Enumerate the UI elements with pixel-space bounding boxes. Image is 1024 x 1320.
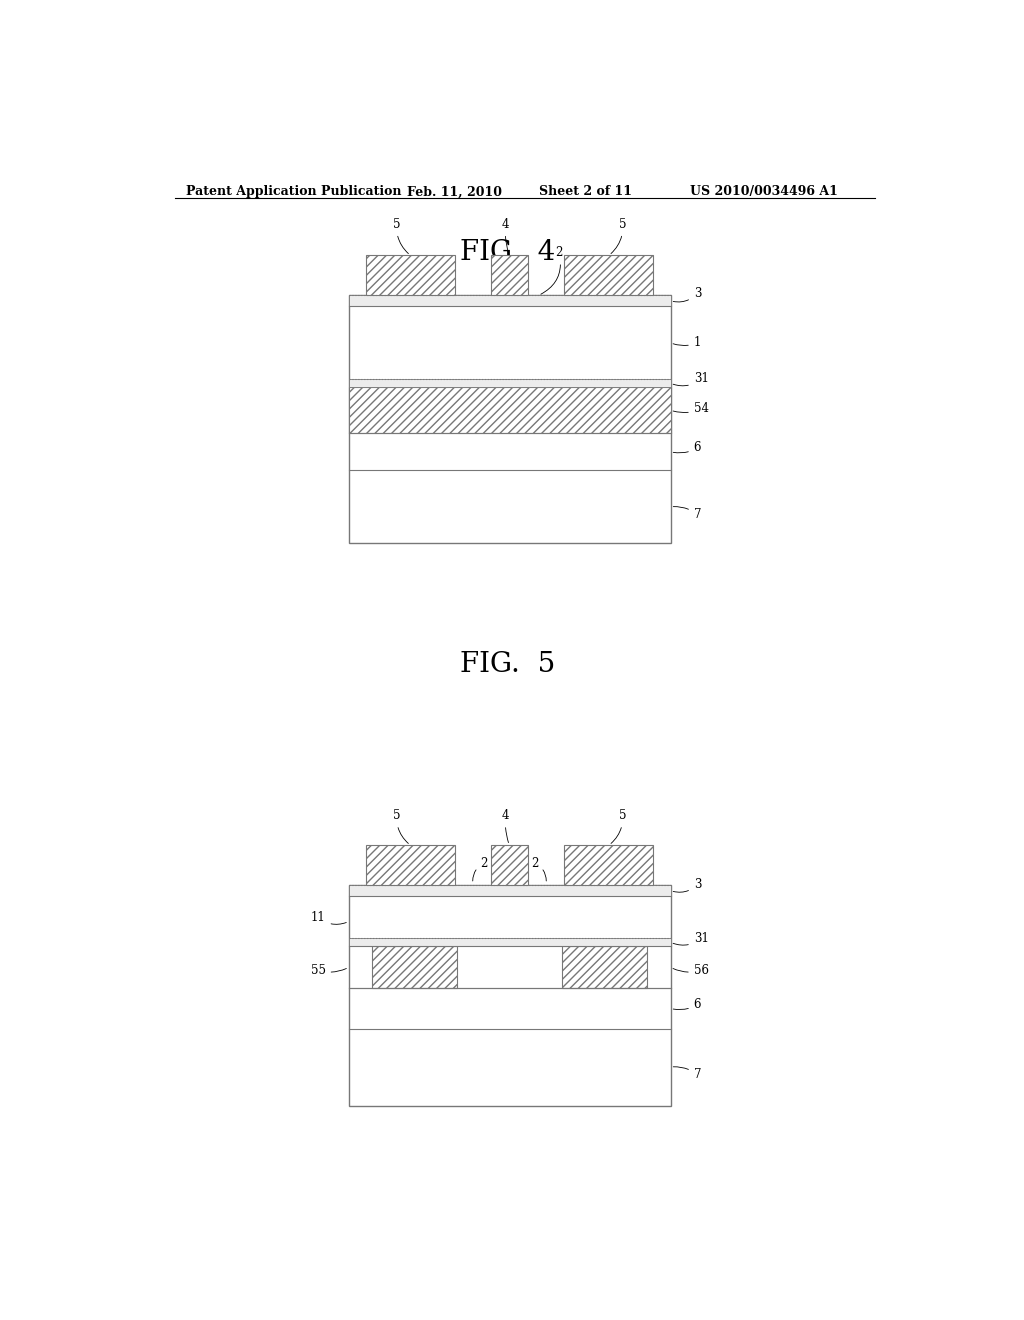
- Text: 5: 5: [393, 809, 409, 843]
- Text: FIG.  5: FIG. 5: [460, 651, 555, 678]
- Text: 7: 7: [673, 1067, 701, 1081]
- Text: 31: 31: [673, 932, 709, 945]
- Text: 2: 2: [541, 247, 563, 294]
- Text: 5: 5: [393, 218, 409, 253]
- Bar: [490, 845, 528, 886]
- Bar: [564, 845, 653, 886]
- Bar: [490, 256, 528, 296]
- Text: 7: 7: [673, 507, 701, 521]
- Bar: [366, 845, 455, 886]
- Bar: [564, 256, 653, 296]
- Text: 56: 56: [673, 964, 709, 977]
- Bar: [366, 256, 455, 296]
- Bar: [562, 946, 647, 989]
- Bar: [349, 886, 671, 896]
- Text: Feb. 11, 2010: Feb. 11, 2010: [407, 185, 502, 198]
- Bar: [372, 946, 458, 989]
- Text: 6: 6: [673, 998, 701, 1011]
- Bar: [349, 387, 671, 433]
- Text: 31: 31: [673, 372, 709, 385]
- Text: 2: 2: [473, 857, 488, 880]
- Text: Sheet 2 of 11: Sheet 2 of 11: [539, 185, 632, 198]
- Text: 5: 5: [611, 218, 627, 253]
- Bar: [349, 296, 671, 544]
- Text: FIG.  4: FIG. 4: [460, 239, 555, 267]
- Text: 3: 3: [673, 286, 701, 302]
- Text: 1: 1: [673, 337, 701, 350]
- Text: 55: 55: [310, 964, 346, 977]
- Bar: [349, 296, 671, 306]
- Text: 5: 5: [611, 809, 627, 843]
- Text: 4: 4: [502, 218, 509, 252]
- Bar: [349, 379, 671, 387]
- Text: 4: 4: [502, 809, 509, 842]
- Text: 6: 6: [673, 441, 701, 454]
- Text: Patent Application Publication: Patent Application Publication: [186, 185, 401, 198]
- Text: 54: 54: [673, 403, 709, 416]
- Bar: [349, 886, 671, 1106]
- Bar: [349, 939, 671, 946]
- Text: 2: 2: [531, 857, 546, 880]
- Text: 11: 11: [311, 911, 346, 924]
- Text: US 2010/0034496 A1: US 2010/0034496 A1: [690, 185, 838, 198]
- Text: 3: 3: [673, 878, 701, 892]
